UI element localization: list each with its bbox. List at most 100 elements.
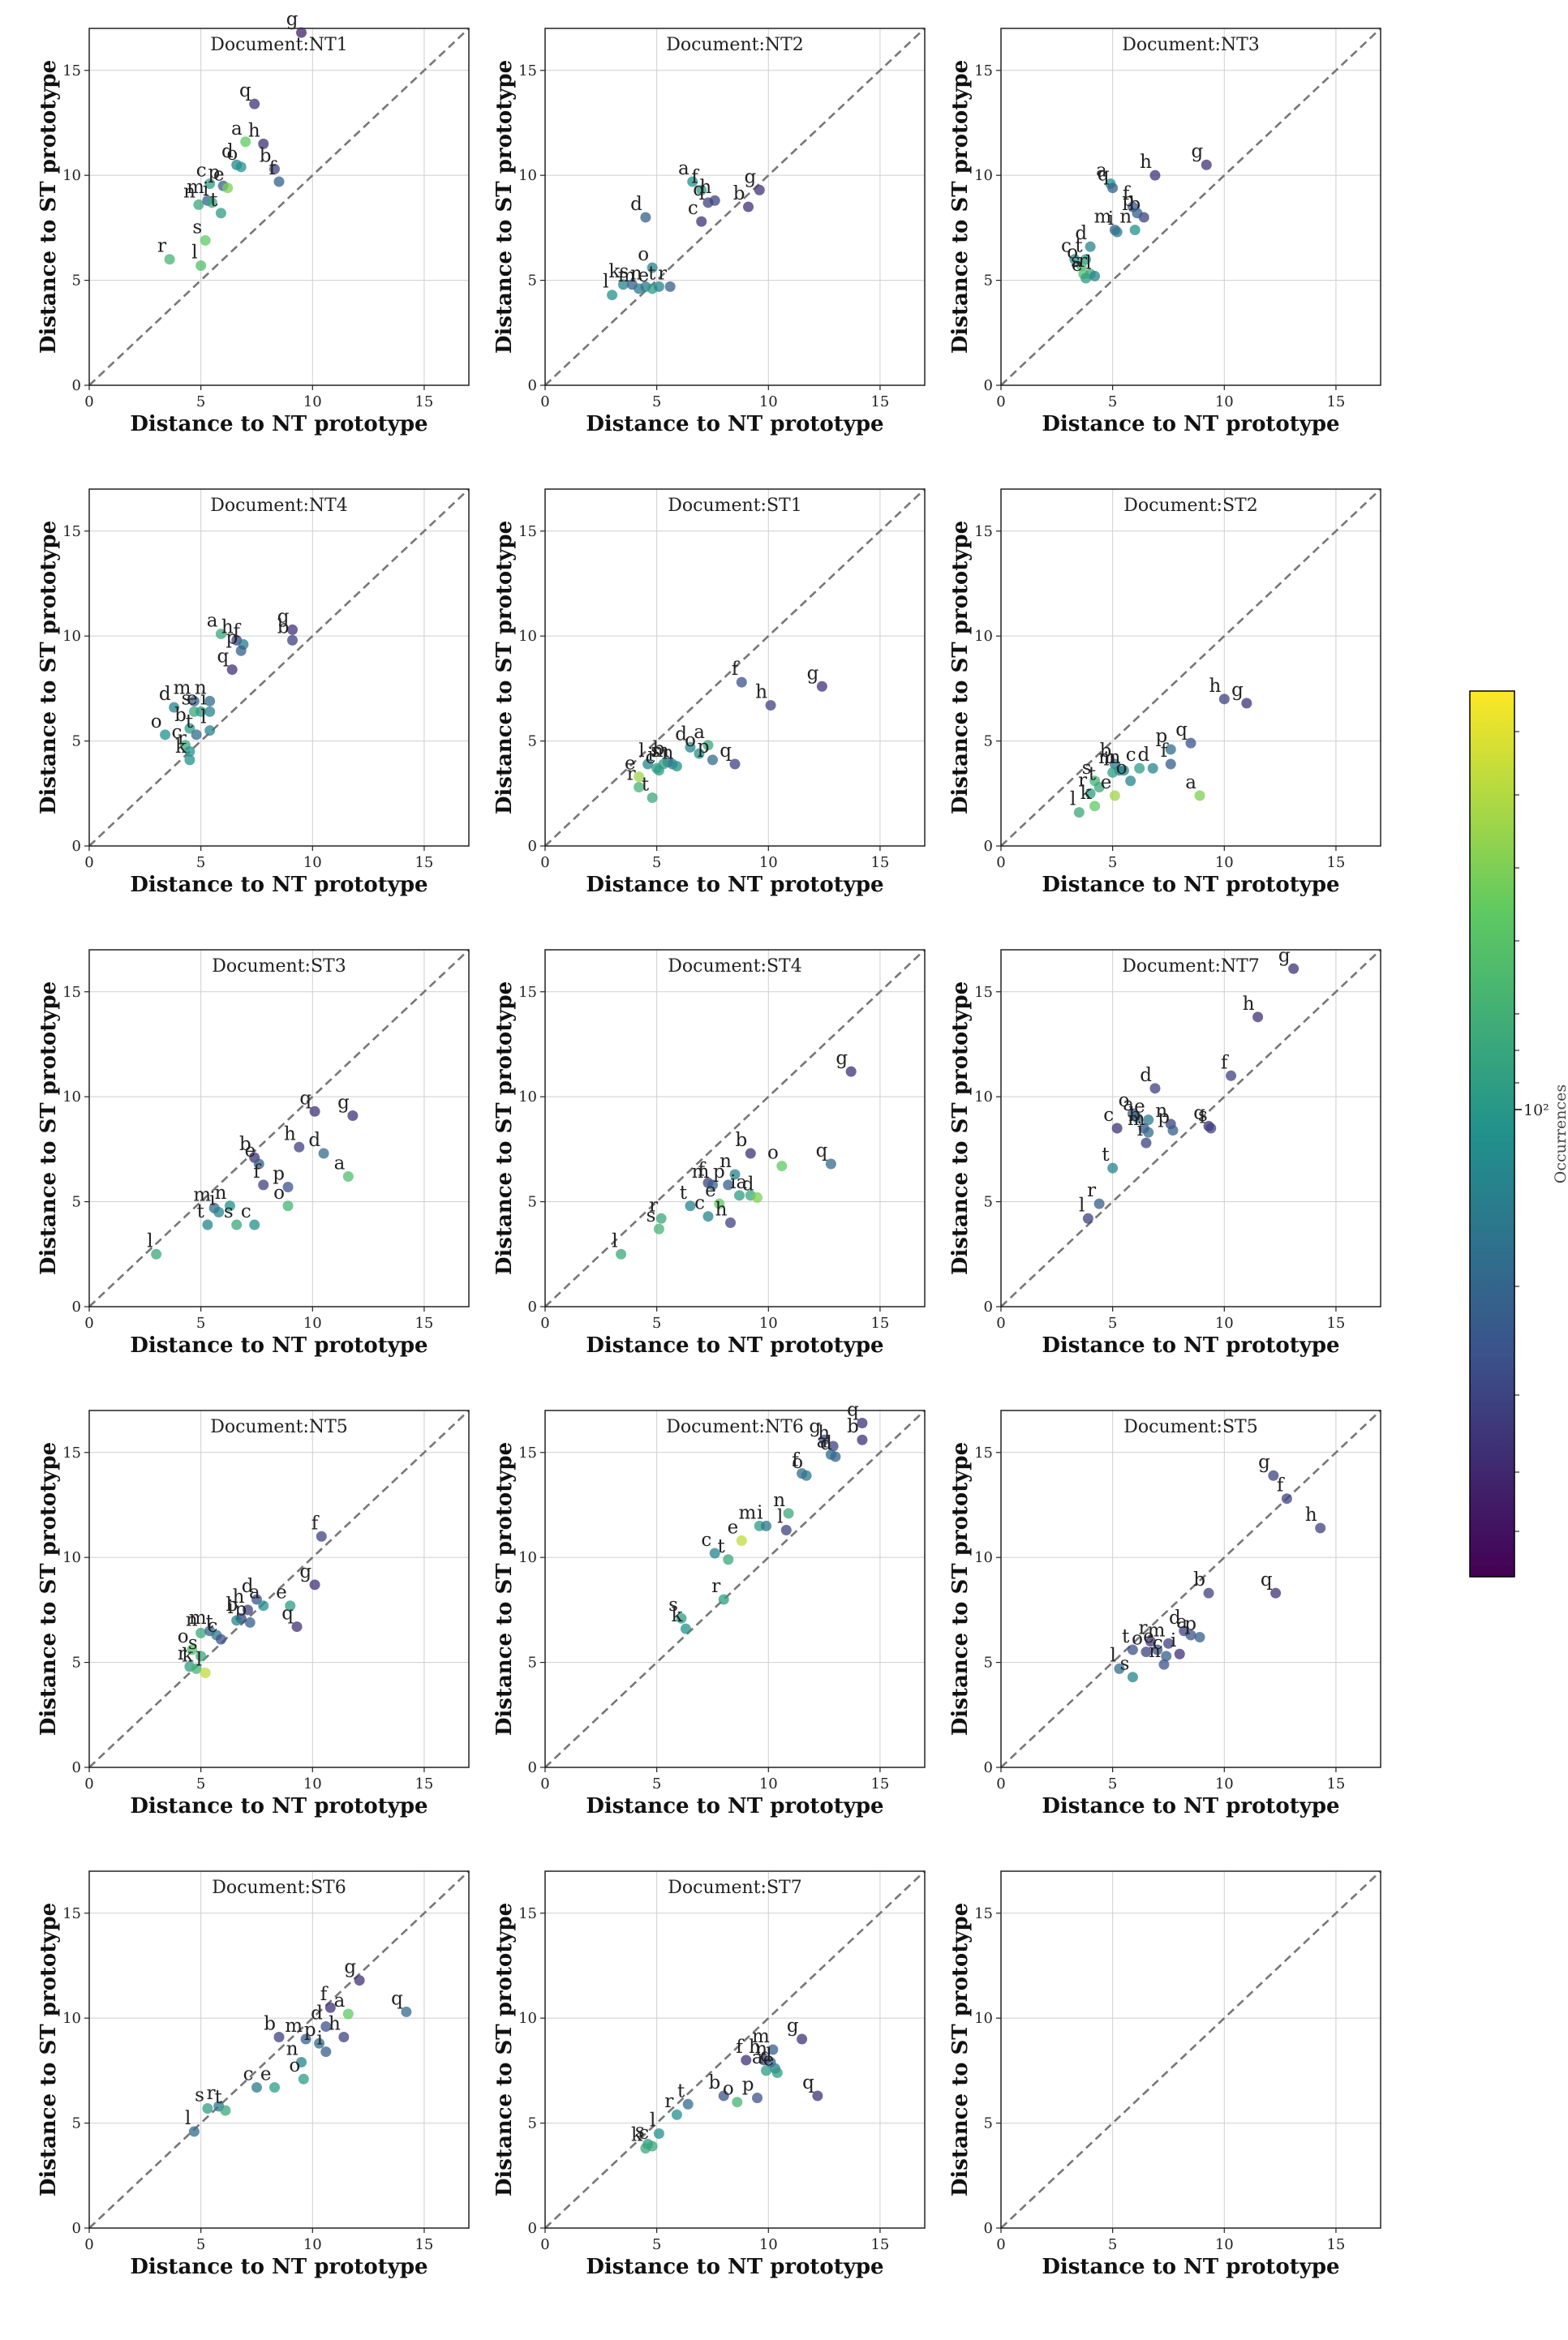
y-tick-label: 15 — [62, 1905, 81, 1922]
point-label: b — [174, 705, 187, 726]
point-label: i — [1137, 1119, 1143, 1140]
data-point — [338, 2031, 350, 2042]
point-label: h — [284, 1123, 296, 1144]
point-label: m — [189, 1608, 207, 1629]
data-point — [707, 754, 718, 766]
y-axis-label: Distance to ST prototype — [948, 981, 973, 1275]
point-label: o — [226, 144, 238, 165]
data-point — [754, 184, 765, 195]
point-label: i — [209, 1189, 215, 1210]
panel-title: Document:NT2 — [666, 35, 804, 55]
data-point — [729, 1169, 741, 1180]
data-point — [765, 700, 776, 711]
point-label: p — [234, 1599, 247, 1620]
y-tick-label: 10 — [974, 1549, 993, 1566]
point-label: t — [1089, 764, 1097, 785]
point-label: g — [1231, 680, 1244, 701]
point-label: r — [664, 2091, 673, 2112]
y-tick-label: 0 — [528, 1299, 537, 1316]
point-label: o — [151, 711, 162, 732]
point-label: f — [311, 1513, 320, 1534]
point-label: g — [807, 663, 819, 684]
point-label: e — [245, 1140, 256, 1161]
point-label: c — [694, 1193, 705, 1214]
point-label: i — [1103, 749, 1109, 770]
x-tick-label: 0 — [84, 1775, 93, 1793]
point-label: q — [847, 1400, 859, 1421]
point-label: r — [1078, 251, 1087, 272]
data-point — [776, 1161, 788, 1172]
point-label: g — [1278, 945, 1291, 966]
x-axis-label: Distance to NT prototype — [130, 873, 427, 897]
point-label: b — [1128, 1105, 1141, 1126]
data-point — [780, 1525, 792, 1536]
data-point — [206, 197, 217, 208]
point-label: p — [742, 2075, 754, 2096]
colorbar-bar — [1469, 690, 1515, 1578]
data-point — [709, 195, 720, 206]
point-label: r — [207, 2083, 216, 2104]
data-point — [617, 279, 629, 290]
data-point — [204, 178, 216, 190]
diagonal-reference-line — [1000, 1410, 1381, 1768]
data-point — [1218, 693, 1230, 705]
y-tick-label: 10 — [62, 167, 81, 184]
point-label: n — [662, 743, 674, 764]
y-tick-label: 5 — [72, 273, 81, 290]
diagonal-reference-line — [88, 949, 470, 1307]
point-label: f — [320, 1984, 329, 2005]
data-point — [273, 2031, 285, 2042]
point-label: q — [391, 1988, 403, 2009]
y-tick-label: 10 — [62, 1088, 81, 1106]
point-label: l — [1085, 252, 1091, 273]
y-tick-label: 15 — [62, 523, 81, 540]
y-tick-label: 15 — [974, 1905, 993, 1922]
point-label: t — [1122, 1626, 1130, 1647]
data-point — [1205, 1123, 1217, 1134]
data-point — [268, 2082, 280, 2093]
axes-frame — [1000, 488, 1381, 847]
x-axis-label: Distance to NT prototype — [586, 1333, 883, 1358]
y-tick-label: 10 — [518, 1549, 537, 1566]
point-label: c — [243, 2064, 254, 2085]
y-tick-label: 5 — [72, 733, 81, 750]
data-point — [1268, 1470, 1279, 1481]
point-label: e — [1101, 772, 1112, 793]
point-label: h — [749, 2037, 761, 2058]
y-tick-label: 0 — [528, 2220, 537, 2237]
data-point — [285, 1600, 296, 1612]
point-label: n — [1149, 1641, 1161, 1662]
data-point — [354, 1975, 365, 1986]
data-point — [320, 2046, 332, 2058]
data-point — [195, 1627, 207, 1638]
data-point — [1165, 744, 1176, 755]
point-label: q — [239, 80, 251, 101]
point-label: e — [625, 754, 636, 775]
data-point — [640, 212, 651, 223]
data-point — [1201, 159, 1212, 170]
x-axis-label: Distance to NT prototype — [1042, 1333, 1339, 1358]
point-label: o — [289, 2055, 300, 2076]
axes-frame — [544, 949, 926, 1307]
point-label: f — [732, 659, 740, 680]
x-axis-label: Distance to NT prototype — [130, 1794, 427, 1818]
point-label: q — [802, 2072, 814, 2093]
point-label: t — [680, 1183, 688, 1204]
data-point — [732, 2097, 743, 2108]
y-tick-label: 0 — [72, 377, 81, 394]
x-axis-label: Distance to NT prototype — [130, 1333, 427, 1358]
data-point — [1143, 1114, 1154, 1126]
point-label: s — [620, 261, 629, 282]
point-label: o — [638, 244, 649, 265]
data-point — [251, 1594, 262, 1605]
x-tick-label: 15 — [870, 854, 889, 871]
point-label: c — [171, 722, 182, 743]
x-tick-label: 0 — [540, 1315, 549, 1332]
point-label: m — [692, 1161, 710, 1183]
data-point — [801, 1470, 812, 1481]
point-label: b — [239, 1134, 251, 1155]
x-tick-label: 15 — [1326, 854, 1345, 871]
point-label: h — [715, 1199, 728, 1220]
